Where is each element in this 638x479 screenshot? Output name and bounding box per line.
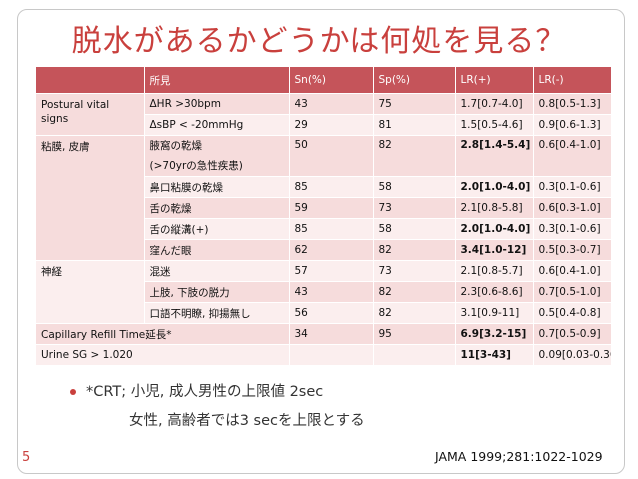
lr-positive-cell: 3.1[0.9-11] <box>455 302 534 324</box>
citation: JAMA 1999;281:1022-1029 <box>435 449 603 464</box>
finding-note: (>70yrの急性疾患) <box>149 160 243 172</box>
sp-cell: 82 <box>373 281 456 303</box>
category-cell: Capillary Refill Time延長* <box>36 323 290 345</box>
lr-positive-value: 2.0[1.0-4.0] <box>460 223 531 235</box>
lr-positive-value: 2.8[1.4-5.4] <box>460 139 531 151</box>
sn-cell: 56 <box>289 302 374 324</box>
sn-cell: 85 <box>289 176 374 198</box>
lr-positive-cell: 1.7[0.7-4.0] <box>455 93 534 115</box>
finding-cell: 混迷 <box>144 260 290 282</box>
category-cell: 神経 <box>36 260 145 324</box>
sp-cell: 73 <box>373 197 456 219</box>
lr-negative-cell: 0.6[0.4-1.0] <box>533 260 612 282</box>
table-row: 鼻口粘膜の乾燥 85 58 2.0[1.0-4.0] 0.3[0.1-0.6] <box>36 176 612 198</box>
table-row: ΔsBP < -20mmHg 29 81 1.5[0.5-4.6] 0.9[0.… <box>36 114 612 136</box>
lr-positive-value: 3.4[1.0-12] <box>460 244 527 256</box>
finding-cell: 窪んだ眼 <box>144 239 290 261</box>
table-header-row: 所見 Sn(%) Sp(%) LR(+) LR(-) <box>36 67 612 94</box>
lr-negative-cell: 0.8[0.5-1.3] <box>533 93 612 115</box>
sp-cell: 82 <box>373 135 456 177</box>
lr-negative-cell: 0.6[0.3-1.0] <box>533 197 612 219</box>
header-category <box>36 67 145 94</box>
sn-cell: 59 <box>289 197 374 219</box>
table-row: Urine SG > 1.020 11[3-43] 0.09[0.03-0.36… <box>36 344 612 365</box>
table-row: Capillary Refill Time延長* 34 95 6.9[3.2-1… <box>36 323 612 345</box>
header-sn: Sn(%) <box>289 67 374 94</box>
header-lr-positive: LR(+) <box>455 67 534 94</box>
table-row: 粘膜, 皮膚 腋窩の乾燥 (>70yrの急性疾患) 50 82 2.8[1.4-5… <box>36 135 612 261</box>
finding-cell: 舌の乾燥 <box>144 197 290 219</box>
sp-cell: 81 <box>373 114 456 136</box>
sp-cell: 58 <box>373 176 456 198</box>
finding-cell: ΔsBP < -20mmHg <box>144 114 290 136</box>
lr-positive-cell: 2.8[1.4-5.4] <box>455 135 534 177</box>
bullet-main-text: *CRT; 小児, 成人男性の上限値 2sec <box>86 384 324 400</box>
sn-cell: 85 <box>289 218 374 240</box>
bullet-dot-icon <box>70 389 76 395</box>
header-lr-negative: LR(-) <box>533 67 612 94</box>
lr-positive-cell: 2.0[1.0-4.0] <box>455 218 534 240</box>
sn-cell: 50 <box>289 135 374 177</box>
category-cell: 粘膜, 皮膚 <box>36 135 145 261</box>
page-number: 5 <box>22 450 31 465</box>
lr-positive-cell: 2.3[0.6-8.6] <box>455 281 534 303</box>
sp-cell: 58 <box>373 218 456 240</box>
table-row: 舌の乾燥 59 73 2.1[0.8-5.8] 0.6[0.3-1.0] <box>36 197 612 219</box>
sp-cell: 73 <box>373 260 456 282</box>
bullet-main: *CRT; 小児, 成人男性の上限値 2sec <box>70 380 323 401</box>
lr-negative-cell: 0.5[0.4-0.8] <box>533 302 612 324</box>
sn-cell: 43 <box>289 93 374 115</box>
bullet-sub: 女性, 高齢者では3 secを上限とする <box>129 413 365 429</box>
lr-negative-cell: 0.7[0.5-1.0] <box>533 281 612 303</box>
lr-positive-cell: 6.9[3.2-15] <box>455 323 534 345</box>
table-row: 口語不明瞭, 抑揚無し 56 82 3.1[0.9-11] 0.5[0.4-0.… <box>36 302 612 324</box>
category-cell: Urine SG > 1.020 <box>36 344 290 365</box>
sn-cell: 34 <box>289 323 374 345</box>
sp-cell: 75 <box>373 93 456 115</box>
table-row: 上肢, 下肢の脱力 43 82 2.3[0.6-8.6] 0.7[0.5-1.0… <box>36 281 612 303</box>
lr-negative-cell: 0.09[0.03-0.36] <box>533 344 612 365</box>
sn-cell: 62 <box>289 239 374 261</box>
sp-cell <box>373 344 456 365</box>
lr-positive-cell: 2.0[1.0-4.0] <box>455 176 534 198</box>
finding-cell: ΔHR >30bpm <box>144 93 290 115</box>
lr-negative-cell: 0.6[0.4-1.0] <box>533 135 612 177</box>
finding-cell: 腋窩の乾燥 (>70yrの急性疾患) <box>144 135 290 177</box>
header-finding: 所見 <box>144 67 290 94</box>
lr-positive-cell: 2.1[0.8-5.7] <box>455 260 534 282</box>
category-cell: Postural vital signs <box>36 93 145 136</box>
sp-cell: 82 <box>373 239 456 261</box>
finding-cell: 舌の縦溝(+) <box>144 218 290 240</box>
sn-cell: 43 <box>289 281 374 303</box>
lr-negative-cell: 0.5[0.3-0.7] <box>533 239 612 261</box>
finding-text: 腋窩の乾燥 <box>149 140 203 152</box>
table-row: Postural vital signs ΔHR >30bpm 43 75 1.… <box>36 93 612 136</box>
sn-cell: 29 <box>289 114 374 136</box>
header-sp: Sp(%) <box>373 67 456 94</box>
finding-cell: 上肢, 下肢の脱力 <box>144 281 290 303</box>
lr-positive-cell: 3.4[1.0-12] <box>455 239 534 261</box>
lr-negative-cell: 0.9[0.6-1.3] <box>533 114 612 136</box>
lr-negative-cell: 0.3[0.1-0.6] <box>533 218 612 240</box>
table-row: 舌の縦溝(+) 85 58 2.0[1.0-4.0] 0.3[0.1-0.6] <box>36 218 612 240</box>
lr-positive-cell: 1.5[0.5-4.6] <box>455 114 534 136</box>
lr-negative-cell: 0.3[0.1-0.6] <box>533 176 612 198</box>
sn-cell: 57 <box>289 260 374 282</box>
slide-title: 脱水があるかどうかは何処を見る？ <box>71 24 567 59</box>
table-row: 神経 混迷 57 73 2.1[0.8-5.7] 0.6[0.4-1.0] <box>36 260 612 324</box>
lr-positive-cell: 2.1[0.8-5.8] <box>455 197 534 219</box>
sp-cell: 82 <box>373 302 456 324</box>
table-row: 窪んだ眼 62 82 3.4[1.0-12] 0.5[0.3-0.7] <box>36 239 612 261</box>
lr-positive-value: 6.9[3.2-15] <box>460 328 527 340</box>
sp-cell: 95 <box>373 323 456 345</box>
finding-cell: 口語不明瞭, 抑揚無し <box>144 302 290 324</box>
lr-negative-cell: 0.7[0.5-0.9] <box>533 323 612 345</box>
findings-table: 所見 Sn(%) Sp(%) LR(+) LR(-) Postural vita… <box>36 67 612 365</box>
lr-positive-value: 2.0[1.0-4.0] <box>460 181 531 193</box>
lr-positive-cell: 11[3-43] <box>455 344 534 365</box>
sn-cell <box>289 344 374 365</box>
finding-cell: 鼻口粘膜の乾燥 <box>144 176 290 198</box>
lr-positive-value: 11[3-43] <box>460 349 512 361</box>
